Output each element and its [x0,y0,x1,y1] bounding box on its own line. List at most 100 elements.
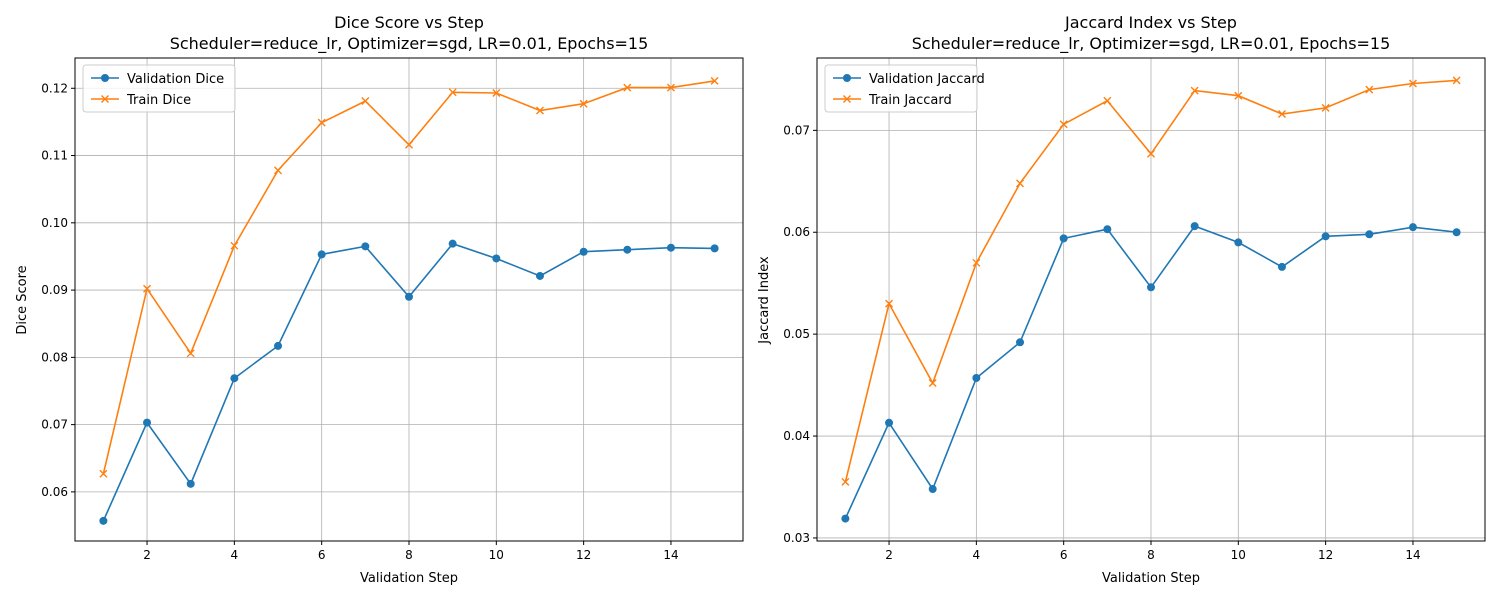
jaccard-y-axis-label: Jaccard Index [757,256,772,345]
dice-y-tick-label: 0.08 [41,350,68,364]
jaccard-x-tick-label: 2 [885,548,893,562]
jaccard-legend: Validation Jaccard Train Jaccard [824,64,985,113]
jaccard-ticks: 2 4 6 8 10 12 14 0.03 0.04 0.05 0.06 0.07 [783,123,1420,562]
dice-series-0-point [710,244,719,253]
jaccard-series-1-point [1190,86,1199,95]
jaccard-y-tick-label: 0.03 [783,531,810,545]
jaccard-series-1-point [1277,110,1286,119]
jaccard-legend-marker [843,74,851,82]
dice-series-0-point [317,250,326,259]
dice-x-tick-label: 2 [143,548,151,562]
jaccard-series-1-point [1103,96,1112,105]
dice-x-tick-label: 10 [489,548,504,562]
dice-series-0-point [186,479,195,488]
jaccard-x-tick-label: 8 [1147,548,1155,562]
jaccard-x-tick-label: 12 [1318,548,1333,562]
jaccard-series-0-point [1103,225,1112,234]
jaccard-series-1-point [841,477,850,486]
dice-series-1-point [274,166,283,175]
dice-series-1-point [579,99,588,108]
jaccard-series-0-point [1016,338,1025,347]
jaccard-series-1-point [1408,79,1417,88]
dice-x-tick-label: 6 [318,548,326,562]
jaccard-series-1-point [1452,76,1461,85]
jaccard-legend-marker [843,95,851,103]
dice-series-0-point [623,245,632,254]
jaccard-series-1-point [1147,149,1155,158]
dice-y-tick-label: 0.10 [41,216,68,230]
jaccard-series-0-point [1059,234,1068,243]
jaccard-series-0-point [1147,283,1155,292]
jaccard-y-tick-label: 0.05 [783,327,810,341]
jaccard-chart-subtitle: Scheduler=reduce_lr, Optimizer=sgd, LR=0… [912,34,1391,54]
dice-ticks: 2 4 6 8 10 12 14 0.06 0.07 0.08 0.09 0.10 0.11 0.12 [41,81,678,562]
dice-series-0-point [230,374,239,383]
jaccard-series-0-point [1408,223,1417,232]
dice-series-1-point [405,140,413,149]
jaccard-series-0-point [1277,262,1286,271]
jaccard-series-1-point [1016,179,1025,188]
dice-legend-marker [101,74,109,82]
dice-series-1-point [186,349,195,358]
dice-x-tick-label: 4 [231,548,239,562]
dice-series-1-point [535,106,544,115]
jaccard-chart-title: Jaccard Index vs Step [1064,13,1237,32]
jaccard-series [841,76,1461,523]
dice-x-tick-label: 8 [405,548,413,562]
dice-series-1-point [361,97,370,106]
jaccard-x-tick-label: 10 [1231,548,1246,562]
jaccard-x-tick-label: 6 [1060,548,1068,562]
dice-series-1-point [710,76,719,85]
dice-legend-label: Validation Dice [127,72,224,87]
dice-series-1-point [623,83,632,92]
dice-y-tick-label: 0.12 [41,81,68,95]
dice-series-0-point [361,242,370,251]
jaccard-series-0-point [1234,238,1243,247]
dice-x-tick-label: 12 [576,548,591,562]
jaccard-series-1-point [972,258,981,267]
jaccard-series-1-point [1059,120,1068,129]
jaccard-series-0-point [972,373,981,382]
dice-x-axis-label: Validation Step [360,571,458,586]
jaccard-grid [817,58,1485,541]
dice-legend-box [82,64,236,113]
jaccard-series-0-point [1452,228,1461,237]
dice-chart-title: Dice Score vs Step [334,13,484,32]
jaccard-legend-box [824,64,978,113]
dice-legend-marker [101,95,109,103]
dice-series-0-point [99,516,108,525]
jaccard-series-1-point [1234,91,1243,100]
dice-x-tick-label: 14 [663,548,678,562]
dice-chart: Dice Score vs Step Scheduler=reduce_lr, … [15,13,744,586]
jaccard-series-1-point [1321,103,1330,112]
dice-series-0-point [448,239,457,248]
dice-series-0-point [666,243,675,252]
dice-series-0-point [579,247,588,256]
jaccard-series-0-point [1321,232,1330,241]
dice-series-1-point [99,469,108,478]
dice-series-1-point [143,284,152,293]
jaccard-series-0-point [841,514,850,523]
dice-series [99,76,719,525]
jaccard-y-tick-label: 0.07 [783,123,810,137]
dice-y-tick-label: 0.07 [41,418,68,432]
dice-legend: Validation Dice Train Dice [82,64,236,113]
dice-chart-subtitle: Scheduler=reduce_lr, Optimizer=sgd, LR=0… [170,34,649,54]
jaccard-series-1-point [928,379,937,388]
jaccard-series-0-point [1190,222,1199,231]
jaccard-series-0-point [928,485,937,494]
dice-series-0-point [405,292,413,301]
jaccard-series-1-point [1365,85,1374,94]
dice-series-1-point [448,88,457,97]
jaccard-y-tick-label: 0.06 [783,225,810,239]
jaccard-x-tick-label: 14 [1405,548,1420,562]
jaccard-series-0-point [1365,230,1374,239]
dice-y-tick-label: 0.11 [41,149,68,163]
dice-y-tick-label: 0.06 [41,485,68,499]
dice-series-0-point [274,341,283,350]
dice-series-0-point [143,418,152,427]
dice-y-axis-label: Dice Score [15,265,30,334]
jaccard-series-1-point [885,299,894,308]
dice-series-1-point [230,241,239,250]
